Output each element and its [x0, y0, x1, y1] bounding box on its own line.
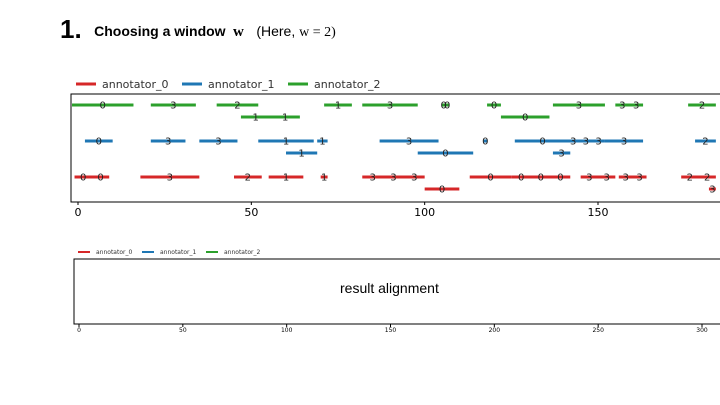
legend-label-annotator-1: annotator_1	[208, 78, 275, 91]
segment-label: 2	[699, 101, 705, 112]
segment-label: 3	[576, 101, 582, 112]
legend-label-annotator-0: annotator_0	[102, 78, 169, 91]
segment-label: 0	[491, 101, 497, 112]
segment-label: 3	[390, 173, 396, 184]
segment-label: 3	[623, 173, 629, 184]
segment-label: 3	[165, 137, 171, 148]
legend-label-annotator-1: annotator_1	[160, 249, 196, 256]
window-note: (Here, w = 2)	[256, 23, 336, 40]
segment-label: 0	[522, 113, 528, 124]
segment-label: 3	[215, 137, 221, 148]
segment-label: 1	[335, 101, 341, 112]
legend-label-annotator-2: annotator_2	[314, 78, 381, 91]
segment-label: 3	[387, 101, 393, 112]
segment-label: 2	[702, 137, 708, 148]
x-tick-label: 50	[179, 327, 187, 334]
x-tick-label: 50	[244, 206, 258, 219]
segment-label: 3	[406, 137, 412, 148]
segment-label: 0	[482, 137, 488, 148]
result-alignment-label: result alignment	[340, 280, 439, 296]
segment-label: 1	[252, 113, 258, 124]
segment-label: 3	[595, 137, 601, 148]
segment-label: 3	[621, 137, 627, 148]
segment-label: 3	[586, 173, 592, 184]
segment-label: 0	[557, 173, 563, 184]
window-note-prefix: (Here,	[256, 23, 296, 39]
legend-label-annotator-2: annotator_2	[224, 249, 260, 256]
segment-label: 0	[444, 101, 450, 112]
segment-label: 0	[441, 101, 447, 112]
segment-label: 0	[80, 173, 86, 184]
segment-label: 0	[538, 173, 544, 184]
plot-frame-1	[73, 258, 720, 325]
slide-title: 1. Choosing a window w (Here, w = 2)	[60, 14, 336, 45]
segment-label: 3	[619, 101, 625, 112]
segment-label: 0	[442, 149, 448, 160]
segment-label: 3	[583, 137, 589, 148]
segment-label: 3	[411, 173, 417, 184]
segment-label: 3	[603, 173, 609, 184]
segment-label: 3	[709, 185, 715, 196]
segment-label: 0	[96, 137, 102, 148]
step-number: 1.	[60, 14, 82, 44]
x-tick-label: 150	[588, 206, 609, 219]
x-tick-label: 250	[592, 327, 604, 334]
title-text: Choosing a window	[94, 23, 226, 39]
segment-label: 0	[539, 137, 545, 148]
segment-label: 3	[170, 101, 176, 112]
x-tick-label: 150	[385, 327, 397, 334]
segment-label: 2	[234, 101, 240, 112]
segment-label: 0	[487, 173, 493, 184]
x-tick-label: 0	[75, 206, 82, 219]
legend-label-annotator-0: annotator_0	[96, 249, 132, 256]
segment-label: 0	[97, 173, 103, 184]
segment-label: 1	[282, 113, 288, 124]
segment-label: 0	[439, 185, 445, 196]
x-tick-label: 100	[281, 327, 293, 334]
x-tick-label: 300	[696, 327, 708, 334]
segment-label: 1	[319, 137, 325, 148]
segment-label: 2	[704, 173, 710, 184]
segment-label: 0	[518, 173, 524, 184]
x-tick-label: 200	[489, 327, 501, 334]
segment-label: 3	[633, 101, 639, 112]
segment-label: 3	[167, 173, 173, 184]
x-tick-label: 0	[77, 327, 81, 334]
segment-label: 3	[558, 149, 564, 160]
segment-label: 1	[298, 149, 304, 160]
segment-label: 1	[283, 173, 289, 184]
segment-label: 3	[369, 173, 375, 184]
segment-label: 3	[636, 173, 642, 184]
segment-label: 1	[321, 173, 327, 184]
window-variable: w	[233, 24, 244, 40]
plot-frame-0	[70, 93, 720, 203]
segment-label: 3	[570, 137, 576, 148]
segment-label: 1	[283, 137, 289, 148]
window-note-expr: w = 2)	[299, 25, 336, 40]
segment-label: 2	[245, 173, 251, 184]
segment-label: 0	[100, 101, 106, 112]
x-tick-label: 100	[414, 206, 435, 219]
segment-label: 2	[687, 173, 693, 184]
